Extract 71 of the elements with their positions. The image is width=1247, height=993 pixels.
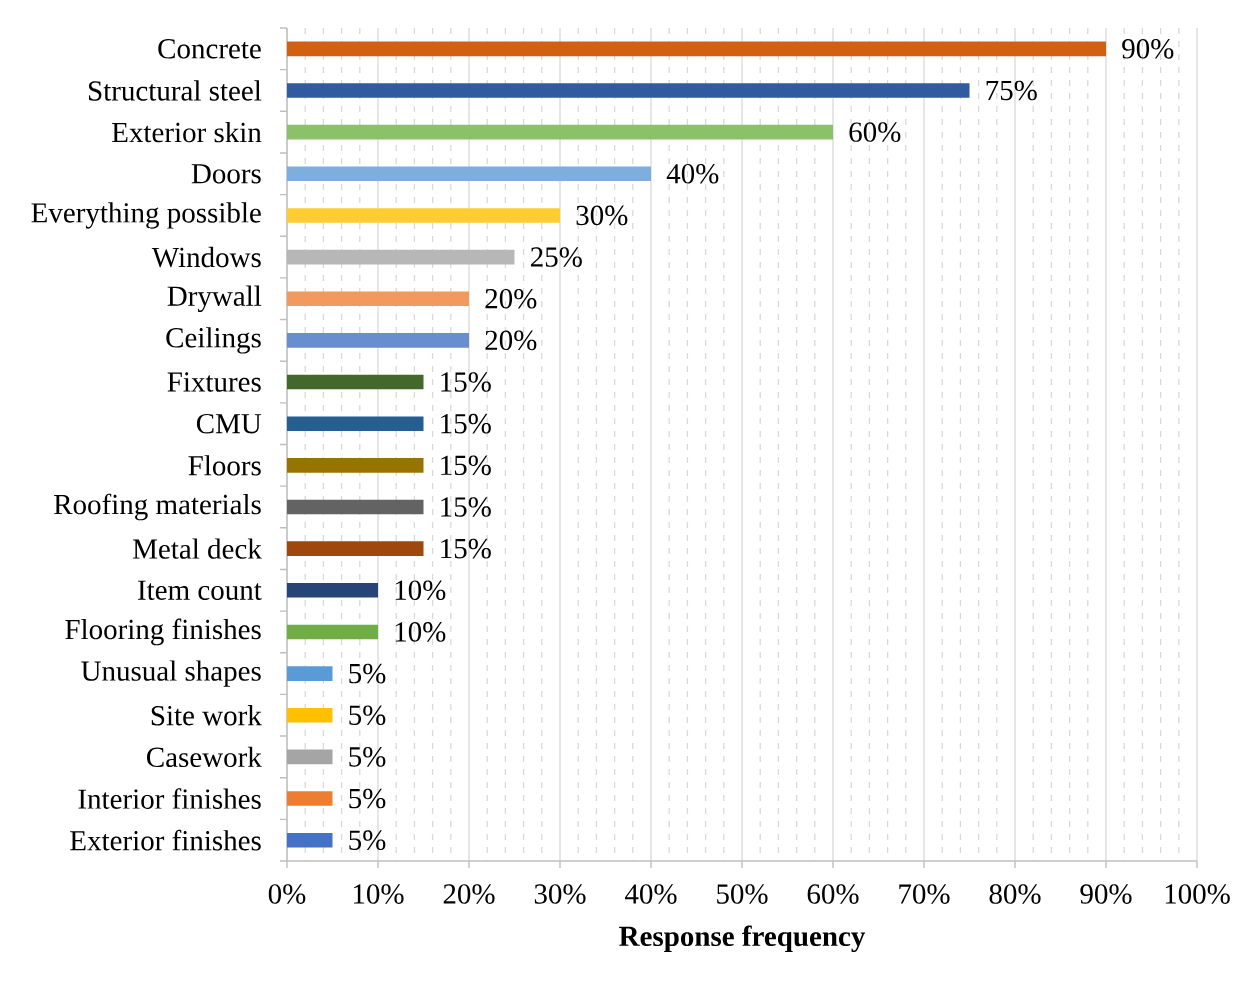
- bar: [287, 124, 834, 140]
- data-label: 30%: [576, 205, 628, 226]
- bar: [287, 291, 469, 307]
- x-tick-label: 10%: [353, 884, 404, 904]
- bar: [287, 83, 970, 98]
- data-label: 15%: [441, 413, 491, 434]
- data-label: 15%: [441, 372, 491, 392]
- data-label: 5%: [349, 830, 386, 851]
- data-label: 20%: [485, 330, 537, 351]
- y-tick-label: Item count: [138, 580, 262, 600]
- data-label: 5%: [349, 663, 386, 684]
- y-tick-label: CMU: [196, 413, 262, 434]
- x-tick-label: 30%: [534, 884, 586, 904]
- x-tick-label: 80%: [989, 884, 1041, 904]
- data-label: 75%: [986, 80, 1037, 101]
- bar: [287, 791, 333, 806]
- y-tick-label: Everything possible: [31, 202, 261, 229]
- bar: [287, 583, 378, 598]
- x-axis-title: Response frequency: [619, 925, 866, 953]
- x-tick-label: 90%: [1080, 884, 1132, 904]
- bar: [287, 624, 378, 640]
- data-label: 25%: [530, 247, 582, 267]
- bar: [287, 208, 560, 223]
- data-label: 15%: [441, 538, 491, 559]
- bar: [287, 41, 1107, 57]
- data-label: 5%: [349, 747, 386, 767]
- data-label: 10%: [395, 622, 446, 642]
- y-tick-label: Floors: [188, 455, 261, 476]
- data-label: 40%: [666, 163, 719, 184]
- bar: [287, 333, 469, 348]
- x-tick-label: 100%: [1165, 884, 1230, 904]
- y-tick-label: Casework: [147, 746, 262, 768]
- y-tick-label: Fixtures: [167, 372, 261, 392]
- x-tick-label: 20%: [443, 884, 495, 904]
- y-tick-label: Ceilings: [166, 327, 261, 354]
- data-label: 10%: [395, 580, 446, 601]
- y-tick-label: Roofing materials: [54, 493, 261, 521]
- y-tick-label: Metal deck: [132, 538, 262, 559]
- data-label: 5%: [349, 788, 386, 809]
- x-tick-label: 0%: [268, 884, 306, 904]
- bar: [287, 499, 424, 515]
- bar: [287, 666, 333, 681]
- bar: [287, 749, 333, 765]
- bar: [287, 541, 424, 556]
- y-tick-label: Doors: [191, 164, 261, 184]
- x-tick-label: 60%: [807, 884, 859, 904]
- data-label: 20%: [485, 288, 537, 309]
- x-tick-label: 70%: [899, 884, 950, 904]
- x-tick-label: 50%: [717, 884, 768, 904]
- bar: [287, 374, 424, 390]
- y-tick-label: Concrete: [158, 39, 261, 59]
- y-tick-label: Interior finishes: [78, 788, 261, 809]
- y-tick-label: Drywall: [167, 285, 262, 312]
- y-tick-label: Flooring finishes: [65, 618, 261, 646]
- bar: [287, 707, 333, 723]
- y-tick-label: Exterior finishes: [70, 829, 261, 851]
- data-label: 15%: [441, 497, 491, 517]
- y-tick-label: Site work: [151, 705, 262, 726]
- y-tick-label: Structural steel: [88, 80, 262, 101]
- data-label: 60%: [849, 122, 901, 142]
- data-label: 15%: [441, 455, 491, 476]
- data-label: 90%: [1122, 39, 1174, 59]
- y-tick-label: Windows: [151, 246, 261, 268]
- bar: [287, 458, 424, 473]
- bar: [287, 832, 333, 848]
- x-tick-label: 40%: [624, 884, 677, 904]
- data-label: 5%: [349, 705, 386, 726]
- bar: [287, 166, 651, 182]
- bar: [287, 416, 424, 431]
- y-tick-label: Exterior skin: [112, 121, 262, 143]
- y-tick-label: Unusual shapes: [81, 660, 261, 687]
